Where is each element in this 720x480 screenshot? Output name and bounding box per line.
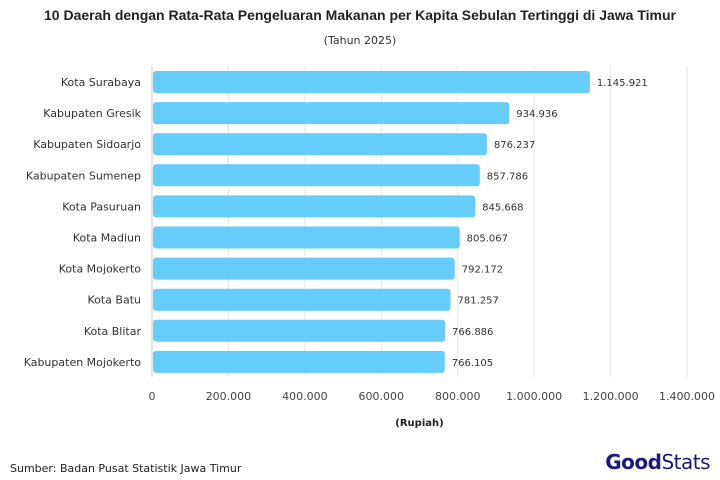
bar (153, 164, 480, 187)
bar (153, 350, 445, 373)
value-label: 781.257 (458, 296, 499, 307)
x-tick-label: 0 (149, 390, 156, 403)
value-label: 857.786 (487, 171, 528, 182)
value-label: 845.668 (482, 202, 523, 213)
category-label: Kota Mojokerto (59, 263, 142, 276)
value-label: 805.067 (467, 234, 508, 245)
bar (153, 257, 455, 280)
value-label: 792.172 (462, 265, 503, 276)
category-label: Kota Pasuruan (62, 200, 141, 213)
category-label: Kabupaten Mojokerto (24, 356, 142, 369)
category-label: Kota Batu (87, 294, 141, 307)
bar (153, 226, 460, 249)
x-tick-label: 600.000 (359, 390, 405, 403)
value-label: 766.886 (452, 327, 493, 338)
bar (153, 288, 451, 311)
x-tick-label: 1.200.000 (583, 390, 639, 403)
bar (153, 102, 510, 125)
category-label: Kabupaten Gresik (43, 107, 141, 120)
bar-chart: 0 200.000 400.000 600.000 800.000 1.000.000 1.… (24, 66, 715, 429)
x-axis-label: (Rupiah) (395, 418, 443, 429)
bar (153, 71, 590, 93)
category-label: Kota Surabaya (61, 76, 141, 89)
chart-subtitle: (Tahun 2025) (323, 34, 397, 47)
chart-title: 10 Daerah dengan Rata-Rata Pengeluaran M… (44, 7, 676, 23)
x-tick-label: 1.000.000 (506, 390, 562, 403)
source-note: Sumber: Badan Pusat Statistik Jawa Timur (10, 462, 242, 475)
category-label: Kota Blitar (84, 325, 142, 338)
value-label: 766.105 (452, 358, 493, 369)
goodstats-logo: GoodStats (605, 450, 710, 474)
value-label: 1.145.921 (597, 78, 648, 89)
bar (153, 133, 487, 156)
bar (153, 195, 476, 218)
category-label: Kabupaten Sumenep (26, 169, 141, 182)
x-tick-label: 400.000 (282, 390, 328, 403)
x-tick-label: 800.000 (435, 390, 481, 403)
bar (153, 319, 446, 342)
category-label: Kabupaten Sidoarjo (33, 138, 141, 151)
category-label: Kota Madiun (73, 232, 141, 245)
x-tick-label: 1.400.000 (659, 390, 715, 403)
x-tick-label: 200.000 (206, 390, 252, 403)
value-label: 934.936 (516, 109, 557, 120)
value-label: 876.237 (494, 140, 535, 151)
